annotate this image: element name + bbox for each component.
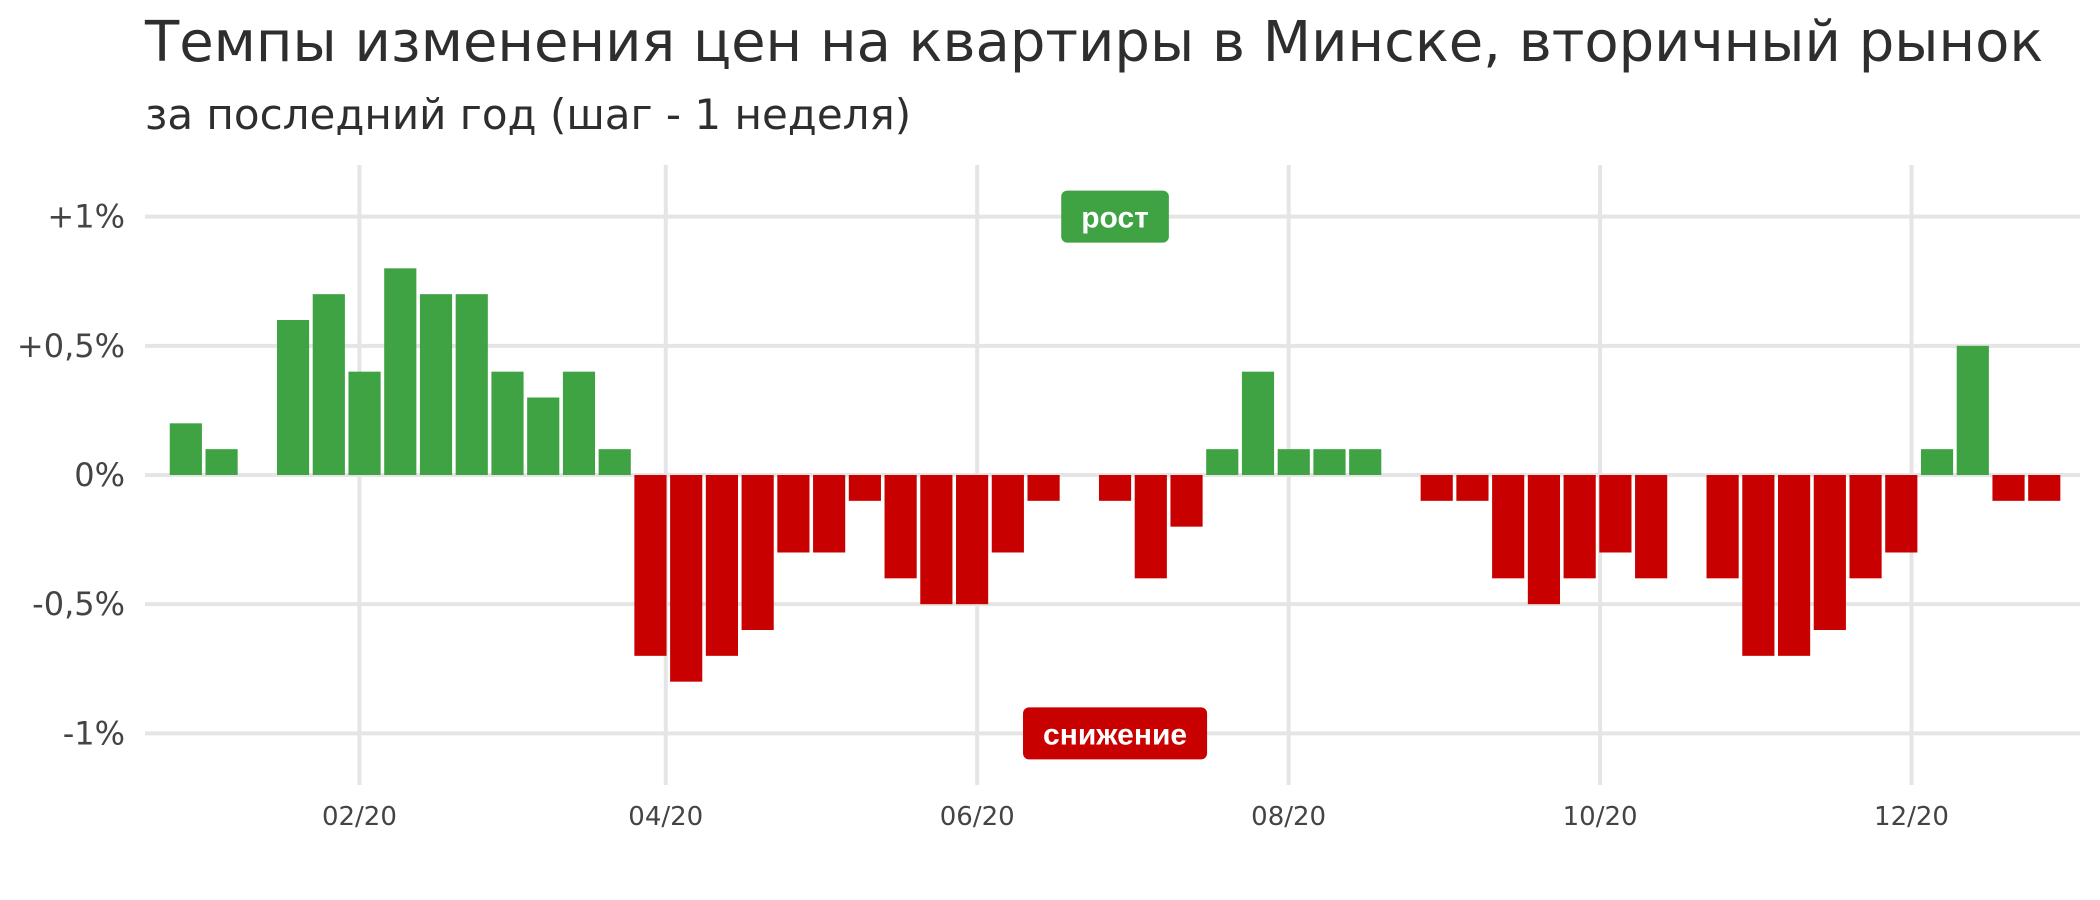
bar — [920, 475, 953, 605]
annotation-text: рост — [1081, 202, 1149, 235]
bar — [1706, 475, 1739, 579]
bar — [1241, 371, 1275, 475]
bar — [777, 475, 810, 553]
x-tick-label: 08/20 — [1251, 802, 1326, 832]
bar — [1313, 449, 1346, 475]
bar — [1134, 475, 1167, 579]
bar — [1349, 449, 1382, 475]
chart-subtitle: за последний год (шаг - 1 неделя) — [145, 90, 912, 139]
x-tick-label: 12/20 — [1874, 802, 1949, 832]
x-axis-ticks: 02/20 04/20 06/20 08/20 10/20 12/20 — [322, 802, 1949, 832]
y-tick-label: -0,5% — [32, 585, 125, 623]
bars — [169, 268, 2061, 682]
chart-title: Темпы изменения цен на квартиры в Минске… — [145, 10, 2044, 75]
annotation-label: снижение — [1023, 707, 1208, 760]
bar — [455, 294, 488, 475]
bar — [1885, 475, 1918, 553]
y-axis-ticks: +1% +0,5% 0% -0,5% -1% — [17, 198, 125, 753]
bar — [384, 268, 417, 475]
bar — [1920, 449, 1954, 475]
bar — [705, 475, 739, 656]
bar — [1277, 449, 1310, 475]
bar — [276, 320, 310, 475]
bar — [312, 294, 345, 475]
bar — [598, 449, 631, 475]
x-tick-label: 04/20 — [628, 802, 703, 832]
bar — [527, 397, 560, 475]
bar — [884, 475, 917, 579]
bar — [956, 475, 989, 605]
bar — [1098, 475, 1132, 501]
bar — [813, 475, 846, 553]
bar — [670, 475, 703, 682]
annotation-box — [1061, 190, 1169, 243]
bar — [1420, 475, 1453, 501]
annotation-box — [1023, 707, 1208, 760]
bar — [741, 475, 774, 630]
bar — [419, 294, 453, 475]
bar — [1599, 475, 1632, 553]
bar — [169, 423, 202, 475]
bar — [1849, 475, 1882, 579]
bar — [1027, 475, 1060, 501]
bar — [1992, 475, 2025, 501]
annotations: рост снижение — [1023, 190, 1208, 760]
bar — [848, 475, 881, 501]
annotation-label: рост — [1061, 190, 1169, 243]
bar — [348, 371, 381, 475]
x-tick-label: 06/20 — [940, 802, 1015, 832]
x-tick-label: 10/20 — [1563, 802, 1638, 832]
y-tick-label: +0,5% — [17, 327, 125, 365]
bar — [1492, 475, 1525, 579]
bar — [1527, 475, 1561, 605]
x-tick-label: 02/20 — [322, 802, 397, 832]
bar — [1563, 475, 1596, 579]
bar — [2028, 475, 2061, 501]
bar — [1456, 475, 1489, 501]
bar — [1742, 475, 1775, 656]
bar — [1778, 475, 1811, 656]
bar — [634, 475, 667, 656]
bar — [1206, 449, 1239, 475]
bar — [1635, 475, 1668, 579]
annotation-text: снижение — [1043, 718, 1187, 751]
bar — [1170, 475, 1203, 527]
bar — [491, 371, 524, 475]
y-tick-label: 0% — [74, 456, 125, 494]
bar — [205, 449, 238, 475]
bar — [1956, 345, 1989, 475]
y-tick-label: +1% — [47, 198, 125, 236]
bar — [562, 371, 596, 475]
bar — [991, 475, 1024, 553]
bar — [1813, 475, 1846, 630]
y-tick-label: -1% — [63, 714, 125, 752]
